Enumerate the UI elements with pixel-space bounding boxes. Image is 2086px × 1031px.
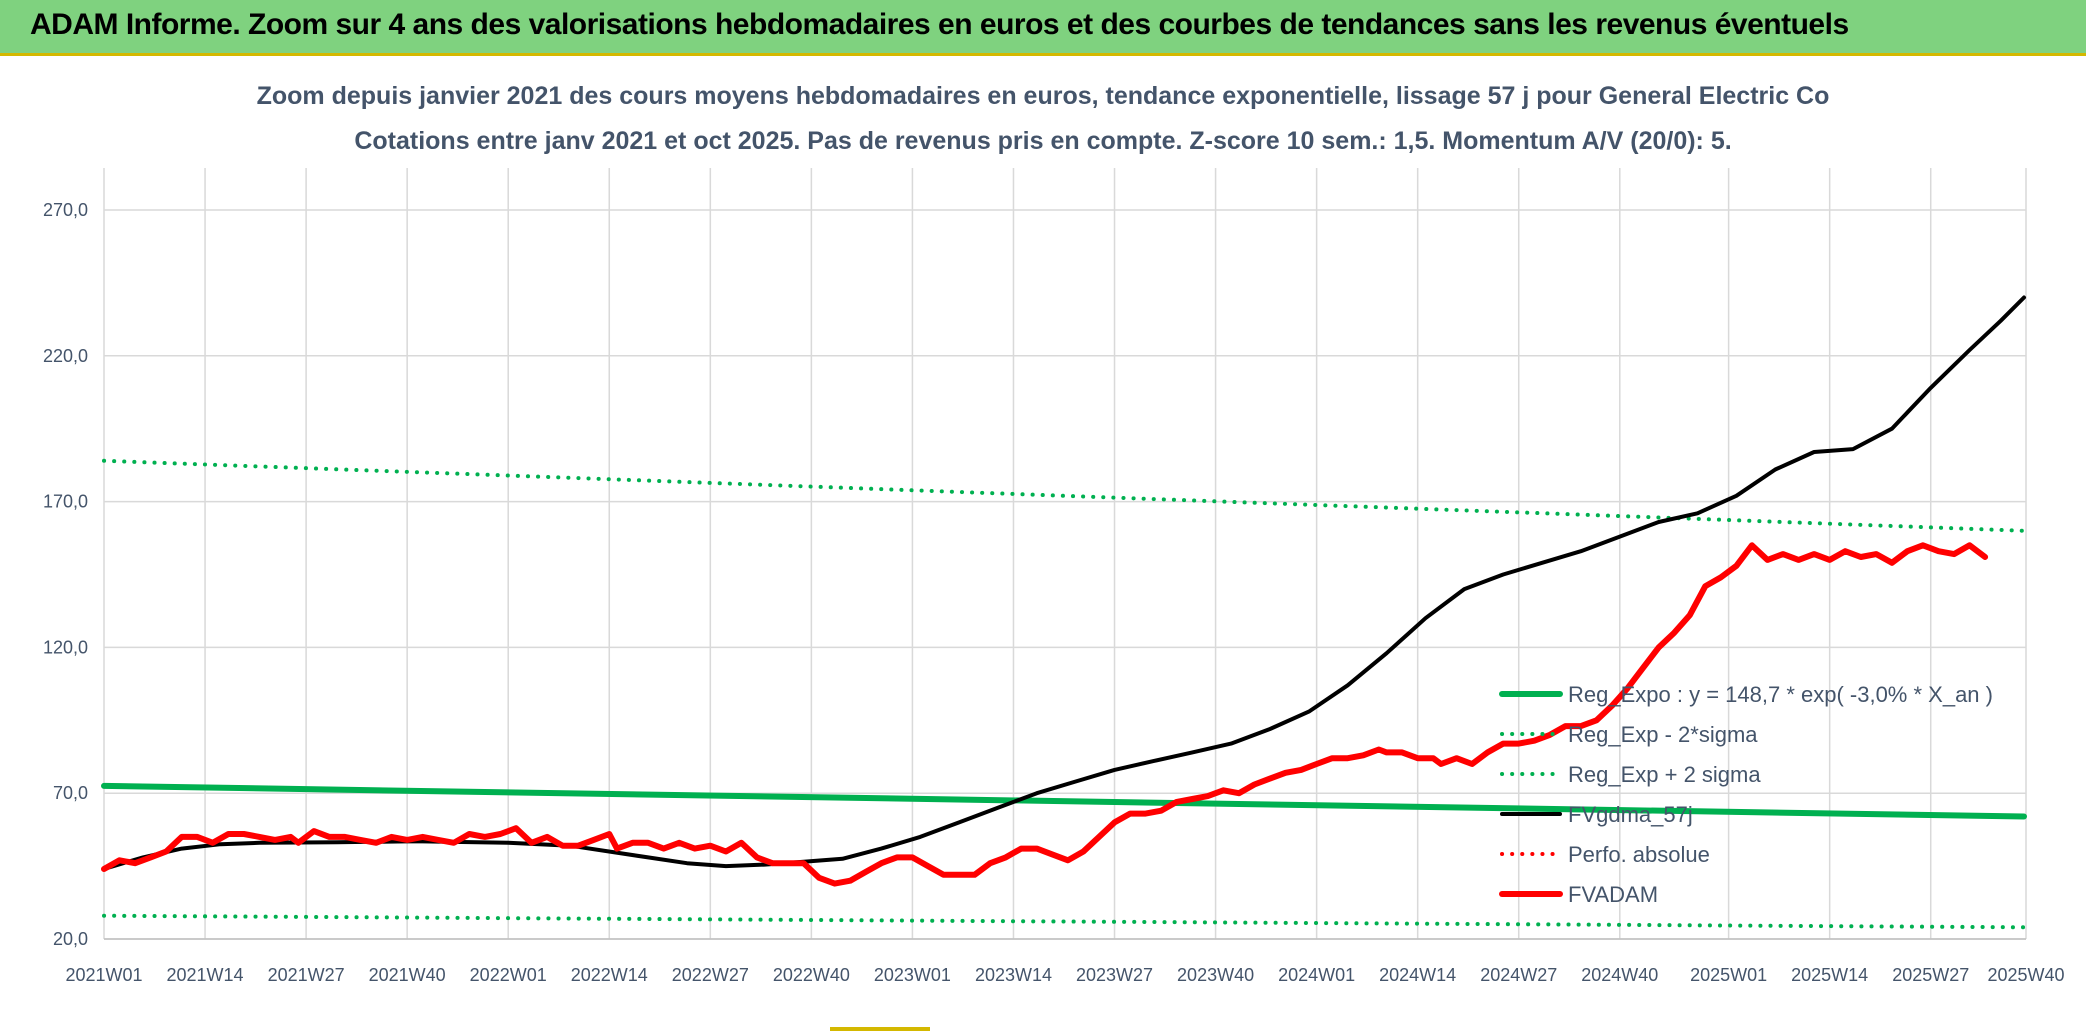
series-line-2 xyxy=(102,458,2026,533)
x-tick-label: 2024W01 xyxy=(1278,965,1355,985)
legend: Reg_Expo : y = 148,7 * exp( -3,0% * X_an… xyxy=(1499,682,1993,907)
legend-label: Perfo. absolue xyxy=(1568,842,1710,867)
x-tick-label: 2023W27 xyxy=(1076,965,1153,985)
x-tick-label: 2024W40 xyxy=(1581,965,1658,985)
series-line-3 xyxy=(102,295,2026,871)
x-tick-label: 2025W27 xyxy=(1892,965,1969,985)
legend-label: Reg_Expo : y = 148,7 * exp( -3,0% * X_an… xyxy=(1568,682,1993,707)
x-tick-label: 2022W14 xyxy=(571,965,648,985)
series-line-5 xyxy=(101,542,1989,887)
x-tick-label: 2024W27 xyxy=(1480,965,1557,985)
y-tick-label: 270,0 xyxy=(43,200,88,220)
y-tick-label: 70,0 xyxy=(53,783,88,803)
series-layer xyxy=(101,295,2027,930)
chart-subtitle: Cotations entre janv 2021 et oct 2025. P… xyxy=(354,127,1732,155)
x-tick-label: 2021W14 xyxy=(167,965,244,985)
chart-frame xyxy=(0,56,2086,1031)
chart-title: Zoom depuis janvier 2021 des cours moyen… xyxy=(256,82,1830,110)
x-tick-label: 2022W01 xyxy=(470,965,547,985)
x-tick-label: 2021W01 xyxy=(65,965,142,985)
x-tick-label: 2022W40 xyxy=(773,965,850,985)
x-tick-label: 2024W14 xyxy=(1379,965,1456,985)
series-line-1 xyxy=(102,913,2026,930)
x-tick-label: 2023W01 xyxy=(874,965,951,985)
x-tick-label: 2021W40 xyxy=(369,965,446,985)
grid xyxy=(103,168,2027,940)
report-banner: ADAM Informe. Zoom sur 4 ans des valoris… xyxy=(0,0,2086,56)
y-tick-label: 220,0 xyxy=(43,346,88,366)
x-tick-label: 2021W27 xyxy=(268,965,345,985)
y-tick-label: 20,0 xyxy=(53,929,88,949)
legend-label: Reg_Exp - 2*sigma xyxy=(1568,722,1758,747)
x-tick-label: 2025W40 xyxy=(1987,965,2064,985)
x-tick-label: 2025W14 xyxy=(1791,965,1868,985)
x-tick-label: 2022W27 xyxy=(672,965,749,985)
y-tick-label: 120,0 xyxy=(43,637,88,657)
legend-label: FVADAM xyxy=(1568,882,1658,907)
legend-label: FVgdma_57j xyxy=(1568,802,1693,827)
x-tick-label: 2023W40 xyxy=(1177,965,1254,985)
x-tick-label: 2023W14 xyxy=(975,965,1052,985)
x-tick-label: 2025W01 xyxy=(1690,965,1767,985)
legend-label: Reg_Exp + 2 sigma xyxy=(1568,762,1761,787)
series-line-0 xyxy=(101,782,2027,820)
bottom-accent xyxy=(830,1027,930,1031)
axes: 20,0 70,0 120,0 170,0 220,0 270,0 2021W01 2021W… xyxy=(43,200,2065,985)
report-title: ADAM Informe. Zoom sur 4 ans des valoris… xyxy=(30,8,1849,41)
y-tick-label: 170,0 xyxy=(43,492,88,512)
